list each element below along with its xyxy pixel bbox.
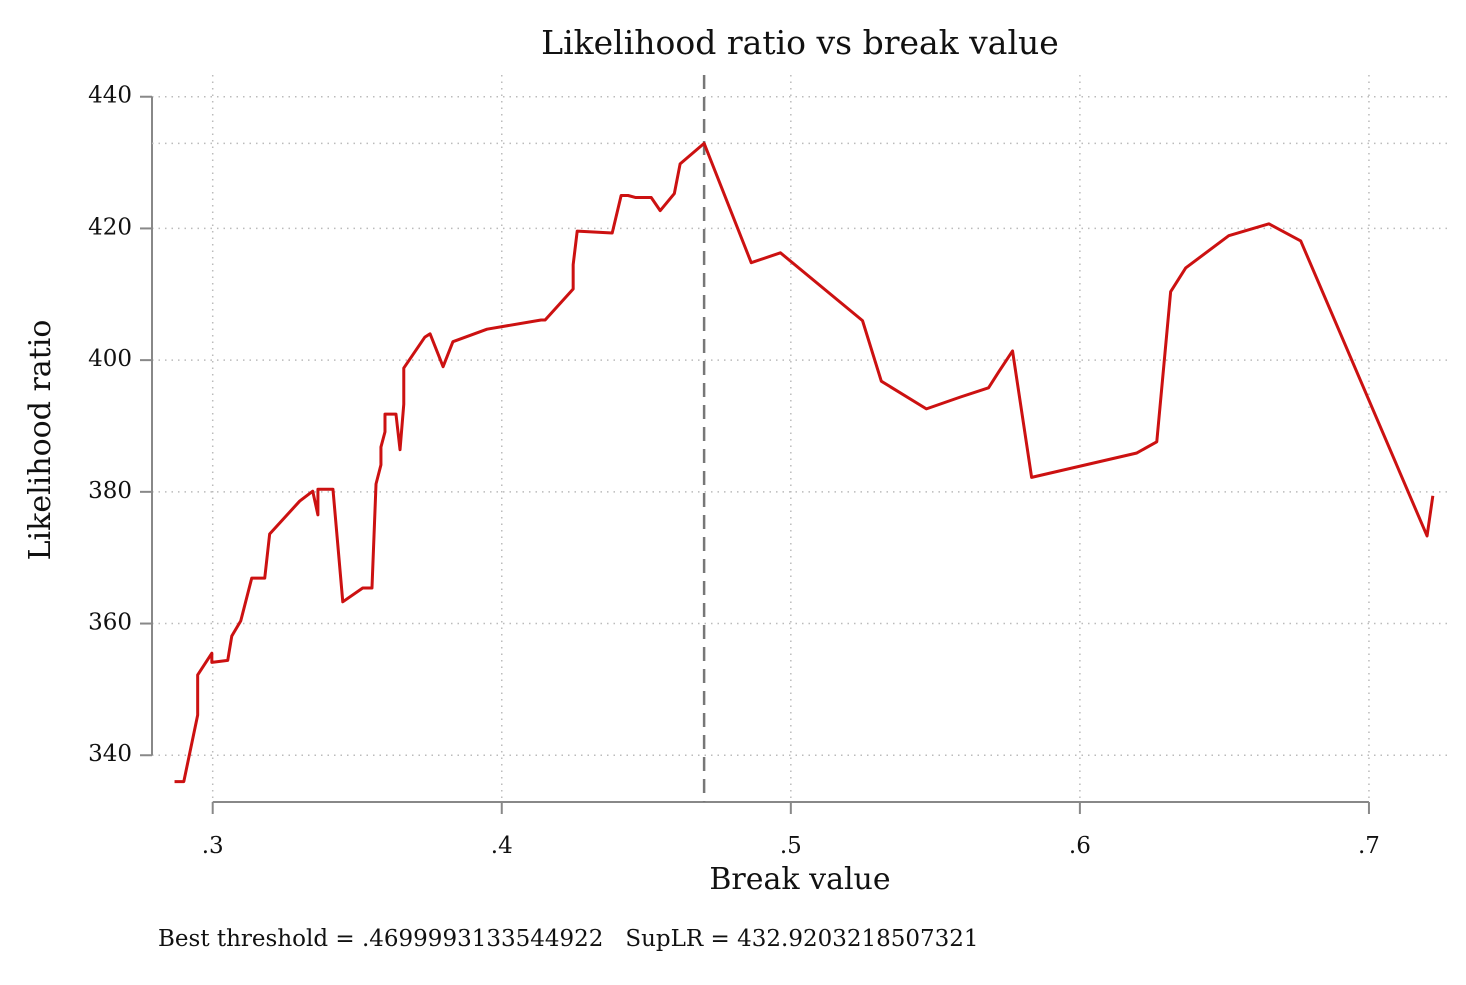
y-tick-label: 340	[88, 741, 132, 767]
chart-title: Likelihood ratio vs break value	[541, 23, 1059, 62]
x-tick-label: .3	[202, 833, 224, 859]
x-axis-label: Break value	[709, 862, 890, 897]
line-series	[174, 141, 1435, 784]
y-axis-label: Likelihood ratio	[23, 320, 58, 561]
y-tick-label: 380	[88, 478, 132, 504]
x-tick-label: .6	[1069, 833, 1091, 859]
y-tick-label: 420	[88, 214, 132, 240]
note: Best threshold = .4699993133544922 SupLR…	[158, 926, 979, 952]
x-tick-label: .5	[780, 833, 802, 859]
y-tick-label: 400	[88, 346, 132, 372]
y-tick-label: 440	[88, 83, 132, 109]
x-tick-label: .4	[491, 833, 513, 859]
x-tick-label: .7	[1358, 833, 1380, 859]
y-tick-label: 360	[88, 610, 132, 636]
